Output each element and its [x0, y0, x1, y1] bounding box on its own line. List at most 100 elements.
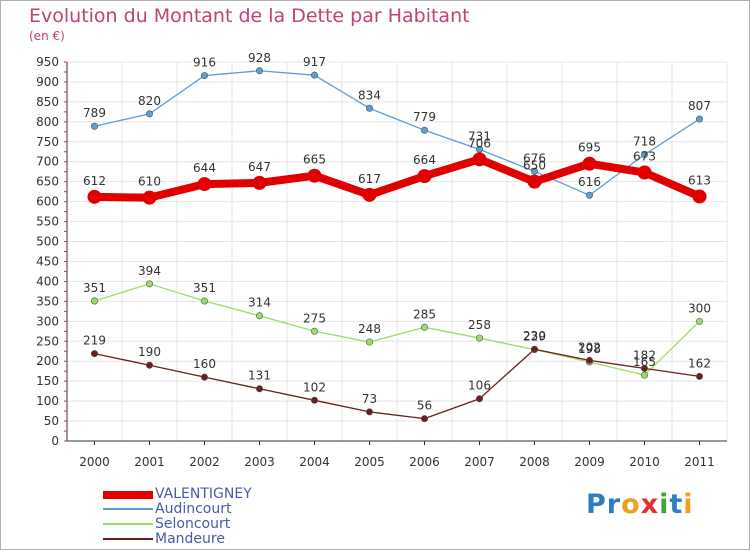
data-label: 248	[358, 322, 381, 336]
data-label: 285	[413, 307, 436, 321]
series-point	[142, 190, 157, 205]
series-point	[585, 356, 593, 364]
y-tick-label: 950	[36, 55, 59, 69]
y-tick-label: 650	[36, 175, 59, 189]
data-label: 789	[83, 106, 106, 120]
legend: VALENTIGNEY Audincourt Seloncourt Mandeu…	[103, 486, 303, 547]
data-label: 917	[303, 55, 326, 69]
series-point	[146, 280, 154, 288]
y-tick-label: 550	[36, 215, 59, 229]
series-point	[362, 187, 377, 202]
series-point	[365, 104, 373, 112]
legend-item-mandeure[interactable]: Mandeure	[103, 531, 303, 547]
y-tick-label: 600	[36, 195, 59, 209]
data-label: 202	[578, 340, 601, 354]
series-point	[527, 174, 542, 189]
series-point	[637, 165, 652, 180]
data-label: 56	[417, 399, 432, 413]
series-point	[420, 415, 428, 423]
series-point	[87, 189, 102, 204]
chart-title: Evolution du Montant de la Dette par Hab…	[29, 5, 470, 27]
legend-item-seloncourt[interactable]: Seloncourt	[103, 516, 303, 532]
series-point	[640, 151, 648, 159]
series-point	[146, 361, 154, 369]
legend-swatch	[103, 491, 153, 499]
chart-subtitle: (en €)	[29, 29, 65, 43]
y-tick-label: 700	[36, 155, 59, 169]
data-label: 779	[413, 110, 436, 124]
x-tick-label: 2009	[574, 455, 605, 469]
y-tick-label: 250	[36, 334, 59, 348]
data-label: 676	[523, 151, 546, 165]
series-point	[472, 152, 487, 167]
series-point	[530, 167, 538, 175]
series-point	[201, 72, 209, 80]
data-label: 612	[83, 174, 106, 188]
legend-swatch	[103, 508, 153, 510]
data-label: 664	[413, 153, 436, 167]
legend-label: Seloncourt	[155, 516, 231, 532]
x-tick-label: 2000	[79, 455, 110, 469]
series-point	[365, 338, 373, 346]
data-label: 834	[358, 88, 381, 102]
series-point	[201, 297, 209, 305]
x-tick-label: 2002	[189, 455, 220, 469]
data-label: 650	[523, 159, 546, 173]
y-tick-label: 300	[36, 314, 59, 328]
data-label: 131	[248, 369, 271, 383]
x-tick-label: 2001	[134, 455, 165, 469]
data-label: 73	[362, 392, 377, 406]
series-line	[93, 70, 701, 196]
data-label: 820	[138, 94, 161, 108]
series-point	[640, 371, 648, 379]
x-tick-label: 2004	[299, 455, 330, 469]
legend-swatch	[103, 538, 153, 540]
series-point	[201, 373, 209, 381]
y-tick-label: 450	[36, 254, 59, 268]
data-label: 616	[578, 175, 601, 189]
series-point	[420, 323, 428, 331]
data-label: 160	[193, 357, 216, 371]
brand-logo: Proxiti	[586, 489, 694, 520]
legend-label: Mandeure	[155, 531, 225, 547]
series-point	[91, 350, 99, 358]
brand-letter: x	[640, 489, 660, 520]
brand-letter: P	[586, 489, 607, 520]
data-label: 731	[468, 129, 491, 143]
x-tick-label: 2008	[519, 455, 550, 469]
legend-swatch	[103, 523, 153, 525]
series-point	[146, 110, 154, 118]
label-layer: 612 610 644 647 665 617 664 706 650 695 673 613 789 8…	[83, 51, 711, 413]
series-point	[695, 372, 703, 380]
data-label: 706	[468, 136, 491, 150]
data-label: 610	[138, 175, 161, 189]
series-point	[252, 175, 267, 190]
y-tick-label: 400	[36, 274, 59, 288]
y-tick-label: 150	[36, 374, 59, 388]
data-label: 300	[688, 301, 711, 315]
series-point	[582, 156, 597, 171]
y-tick-label: 500	[36, 235, 59, 249]
series-point	[692, 189, 707, 204]
brand-letter: i	[683, 489, 694, 520]
legend-item-audincourt[interactable]: Audincourt	[103, 501, 303, 517]
series-point	[475, 395, 483, 403]
data-label: 162	[688, 356, 711, 370]
legend-item-valentigney[interactable]: VALENTIGNEY	[103, 486, 303, 502]
data-label: 673	[633, 150, 656, 164]
data-label: 275	[303, 311, 326, 325]
y-tick-label: 850	[36, 95, 59, 109]
data-label: 230	[523, 329, 546, 343]
x-tick-label: 2007	[464, 455, 495, 469]
data-label: 229	[523, 330, 546, 344]
brand-letter: r	[606, 489, 622, 520]
data-label: 190	[138, 345, 161, 359]
data-label: 394	[138, 264, 161, 278]
data-label: 165	[633, 355, 656, 369]
series-point	[365, 408, 373, 416]
series-line	[93, 283, 701, 376]
series-line	[90, 155, 704, 202]
brand-letter: t	[669, 489, 684, 520]
series-line	[93, 348, 701, 420]
